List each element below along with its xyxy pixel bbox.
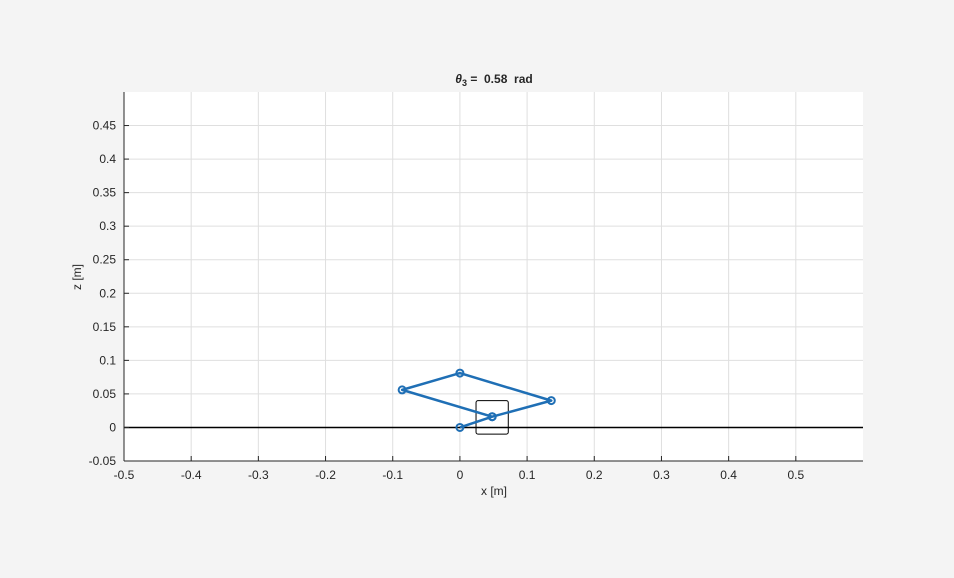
y-axis-label: z [m] bbox=[70, 264, 84, 290]
block-rect bbox=[475, 400, 509, 435]
y-tick-label: 0.1 bbox=[99, 353, 116, 367]
y-tick-label: 0.25 bbox=[93, 253, 117, 267]
x-tick-label: -0.5 bbox=[114, 468, 135, 482]
x-tick-label: -0.2 bbox=[315, 468, 336, 482]
linkage-series bbox=[124, 368, 863, 435]
x-tick-label: 0.3 bbox=[653, 468, 670, 482]
joint-marker bbox=[455, 422, 465, 432]
joint-marker bbox=[487, 412, 497, 422]
x-tick-label: -0.4 bbox=[181, 468, 202, 482]
x-tick-label: 0.5 bbox=[787, 468, 804, 482]
y-tick-label: 0.15 bbox=[93, 320, 117, 334]
y-tick-label: 0.45 bbox=[93, 119, 117, 133]
y-tick-label: -0.05 bbox=[89, 454, 117, 468]
title-subscript: 3 bbox=[462, 78, 467, 88]
joint-marker bbox=[455, 368, 465, 378]
y-tick-label: 0 bbox=[109, 420, 116, 434]
y-tick-label: 0.05 bbox=[93, 387, 117, 401]
chart-title: θ3 = 0.58 rad bbox=[455, 72, 532, 88]
linkage-line bbox=[400, 371, 553, 429]
title-symbol: θ bbox=[455, 72, 462, 86]
y-tick-label: 0.4 bbox=[99, 152, 116, 166]
x-tick-label: 0.1 bbox=[519, 468, 536, 482]
axes bbox=[123, 92, 863, 462]
y-tick-labels: -0.05 0 0.05 0.1 0.15 0.2 0.25 0.3 0.35 0.4 0.45 bbox=[89, 119, 117, 468]
joint-marker bbox=[546, 396, 556, 406]
y-tick-label: 0.35 bbox=[93, 186, 117, 200]
y-tick-label: 0.3 bbox=[99, 219, 116, 233]
x-tick-label: 0.4 bbox=[720, 468, 737, 482]
y-tick-label: 0.2 bbox=[99, 286, 116, 300]
plot-area bbox=[124, 92, 863, 461]
x-tick-labels: -0.5 -0.4 -0.3 -0.2 -0.1 0 0.1 0.2 0.3 0.4 0.5 bbox=[114, 468, 805, 482]
x-tick-label: -0.1 bbox=[382, 468, 403, 482]
x-axis-label: x [m] bbox=[481, 484, 507, 498]
x-tick-label: 0 bbox=[457, 468, 464, 482]
title-rest: = 0.58 rad bbox=[467, 72, 533, 86]
x-tick-label: -0.3 bbox=[248, 468, 269, 482]
x-tick-label: 0.2 bbox=[586, 468, 603, 482]
joint-marker bbox=[397, 385, 407, 395]
